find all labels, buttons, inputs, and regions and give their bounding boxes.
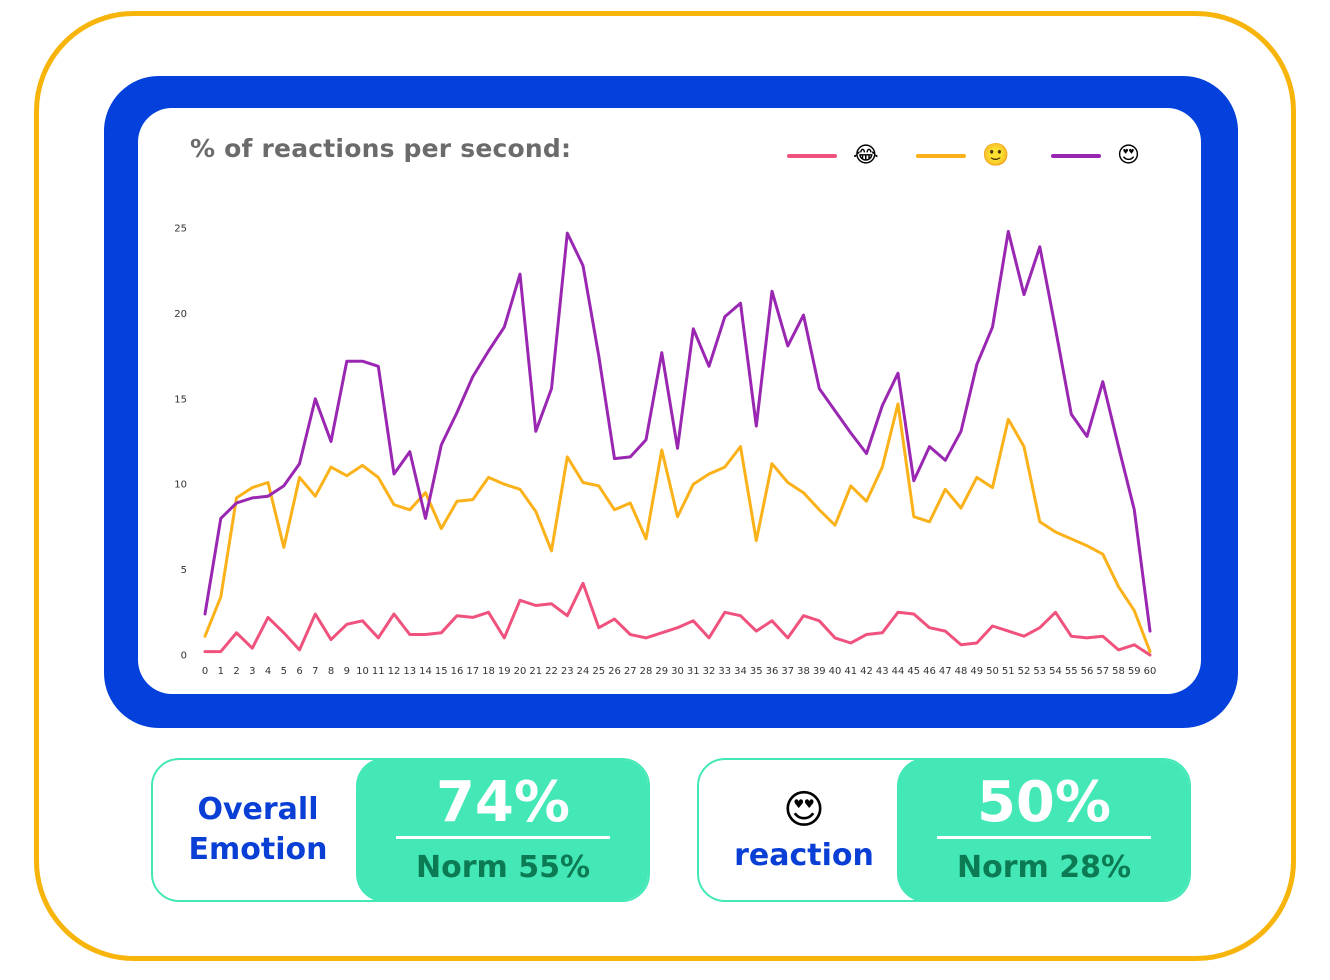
- x-tick-label: 15: [435, 666, 448, 677]
- x-tick-label: 34: [734, 666, 747, 677]
- x-tick-label: 51: [1002, 666, 1015, 677]
- x-tick-label: 32: [703, 666, 716, 677]
- reaction-value: 50%: [976, 770, 1112, 835]
- x-tick-label: 0: [202, 666, 208, 677]
- x-tick-label: 14: [419, 666, 432, 677]
- y-tick-label: 25: [174, 224, 187, 235]
- x-tick-label: 8: [328, 666, 334, 677]
- series-line-2: [203, 229, 1152, 633]
- x-tick-label: 1: [218, 666, 224, 677]
- x-tick-label: 59: [1128, 666, 1141, 677]
- x-tick-label: 43: [876, 666, 889, 677]
- x-tick-label: 25: [592, 666, 605, 677]
- x-tick-label: 49: [970, 666, 983, 677]
- y-tick-label: 20: [174, 309, 187, 320]
- y-tick-label: 5: [181, 565, 187, 576]
- x-tick-label: 42: [860, 666, 873, 677]
- reaction-norm: Norm 28%: [956, 850, 1132, 885]
- x-tick-label: 26: [608, 666, 621, 677]
- chart-card: % of reactions per second: 😂 🙂 😍 0 5 10 15 2…: [138, 108, 1201, 694]
- reaction-divider: [937, 836, 1151, 839]
- x-tick-label: 41: [844, 666, 857, 677]
- x-tick-label: 5: [281, 666, 287, 677]
- x-tick-label: 48: [955, 666, 968, 677]
- x-tick-label: 27: [624, 666, 637, 677]
- x-tick-label: 39: [813, 666, 826, 677]
- x-tick-label: 28: [640, 666, 653, 677]
- y-tick-label: 0: [181, 651, 187, 662]
- heart-eyes-emoji-icon: 😍: [783, 787, 825, 833]
- reaction-value-panel: 50% Norm 28%: [897, 760, 1189, 900]
- overall-emotion-label-line2: Emotion: [188, 832, 328, 867]
- x-tick-label: 37: [781, 666, 794, 677]
- chart-title: % of reactions per second:: [190, 134, 572, 163]
- series-line-0: [203, 581, 1152, 657]
- x-tick-label: 9: [344, 666, 350, 677]
- x-tick-label: 33: [718, 666, 731, 677]
- x-tick-label: 47: [939, 666, 952, 677]
- series-line-1: [203, 402, 1152, 654]
- overall-emotion-card: Overall Emotion 74% Norm 55%: [151, 758, 650, 902]
- x-tick-label: 6: [296, 666, 302, 677]
- x-tick-label: 18: [482, 666, 495, 677]
- x-tick-label: 3: [249, 666, 255, 677]
- x-tick-label: 58: [1112, 666, 1125, 677]
- x-tick-label: 31: [687, 666, 700, 677]
- y-tick-label: 10: [174, 480, 187, 491]
- x-tick-label: 60: [1144, 666, 1157, 677]
- overall-emotion-label-area: Overall Emotion: [153, 760, 363, 900]
- x-tick-label: 24: [577, 666, 590, 677]
- x-tick-label: 53: [1033, 666, 1046, 677]
- overall-emotion-value: 74%: [435, 770, 571, 835]
- x-tick-label: 55: [1065, 666, 1078, 677]
- x-tick-label: 40: [829, 666, 842, 677]
- x-tick-label: 29: [655, 666, 668, 677]
- x-tick-label: 20: [514, 666, 527, 677]
- overall-emotion-label-line1: Overall: [197, 792, 319, 827]
- reaction-label: reaction: [734, 838, 874, 873]
- overall-emotion-norm: Norm 55%: [415, 850, 591, 885]
- x-tick-label: 50: [986, 666, 999, 677]
- y-tick-label: 15: [174, 394, 187, 405]
- x-tick-label: 16: [451, 666, 464, 677]
- x-tick-label: 30: [671, 666, 684, 677]
- x-tick-label: 44: [892, 666, 905, 677]
- x-tick-label: 7: [312, 666, 318, 677]
- x-tick-label: 22: [545, 666, 558, 677]
- x-tick-label: 23: [561, 666, 574, 677]
- x-tick-label: 10: [356, 666, 369, 677]
- overall-emotion-divider: [396, 836, 610, 839]
- x-tick-label: 17: [466, 666, 479, 677]
- x-tick-label: 56: [1081, 666, 1094, 677]
- x-tick-label: 45: [907, 666, 920, 677]
- reaction-label-area: 😍 reaction: [699, 760, 909, 900]
- reaction-card: 😍 reaction 50% Norm 28%: [697, 758, 1191, 902]
- x-tick-label: 35: [750, 666, 763, 677]
- x-tick-label: 52: [1018, 666, 1031, 677]
- x-tick-label: 12: [388, 666, 401, 677]
- x-tick-label: 4: [265, 666, 271, 677]
- x-tick-label: 11: [372, 666, 385, 677]
- x-tick-label: 57: [1096, 666, 1109, 677]
- x-tick-label: 2: [233, 666, 239, 677]
- x-tick-label: 46: [923, 666, 936, 677]
- x-tick-label: 38: [797, 666, 810, 677]
- x-tick-label: 54: [1049, 666, 1062, 677]
- overall-emotion-value-panel: 74% Norm 55%: [356, 760, 648, 900]
- x-tick-label: 36: [766, 666, 779, 677]
- x-tick-label: 19: [498, 666, 511, 677]
- x-tick-label: 21: [529, 666, 542, 677]
- x-tick-label: 13: [403, 666, 416, 677]
